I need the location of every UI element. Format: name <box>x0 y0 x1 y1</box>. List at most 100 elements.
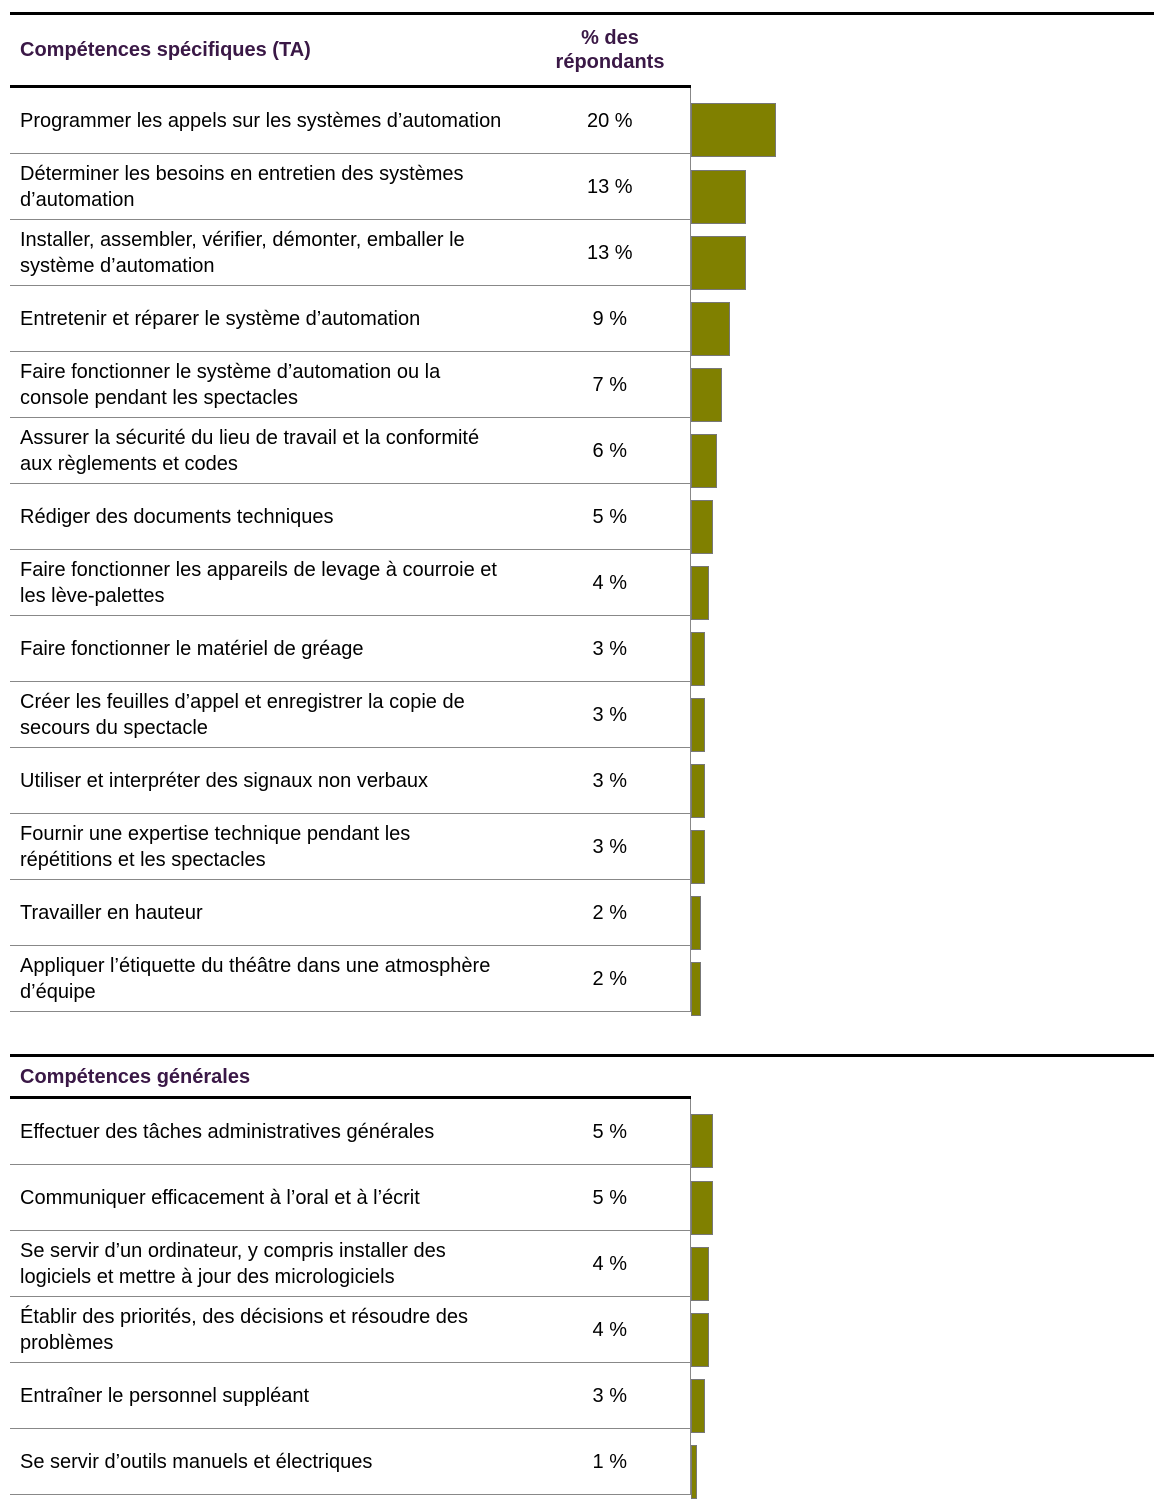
row-value: 4 % <box>530 1230 690 1297</box>
bar <box>690 301 730 356</box>
row-value: 3 % <box>530 747 690 814</box>
section-title: Compétences spécifiques (TA) <box>10 12 530 88</box>
row-label: Rédiger des documents techniques <box>10 483 530 550</box>
row-label: Créer les feuilles d’appel et enregistre… <box>10 681 530 748</box>
table-row: Faire fonctionner le système d’automatio… <box>10 351 1154 422</box>
bar-cell <box>689 549 1154 620</box>
table-row: Établir des priorités, des décisions et … <box>10 1296 1154 1367</box>
row-value: 3 % <box>530 681 690 748</box>
bar <box>690 433 718 488</box>
row-label: Établir des priorités, des décisions et … <box>10 1296 530 1363</box>
bar-cell <box>689 351 1154 422</box>
row-label: Déterminer les besoins en entretien des … <box>10 153 530 220</box>
bar <box>690 1113 714 1168</box>
bar <box>690 829 705 884</box>
table-row: Se servir d’outils manuels et électrique… <box>10 1428 1154 1499</box>
header-cell <box>690 12 1154 87</box>
table-row: Rédiger des documents techniques 5 % <box>10 483 1154 554</box>
table-row: Créer les feuilles d’appel et enregistre… <box>10 681 1154 752</box>
bar-cell <box>689 1362 1154 1433</box>
bar-cell <box>689 219 1154 290</box>
row-label: Entraîner le personnel suppléant <box>10 1362 530 1429</box>
bar-cell <box>689 1164 1154 1235</box>
row-value: 4 % <box>530 549 690 616</box>
table-row: Faire fonctionner le matériel de gréage 3… <box>10 615 1154 686</box>
bar-cell <box>689 681 1154 752</box>
row-label: Se servir d’un ordinateur, y compris ins… <box>10 1230 530 1297</box>
table-row: Travailler en hauteur 2 % <box>10 879 1154 950</box>
row-value: 1 % <box>530 1428 690 1495</box>
row-value: 5 % <box>530 483 690 550</box>
row-label: Fournir une expertise technique pendant … <box>10 813 530 880</box>
row-value: 9 % <box>530 285 690 352</box>
section-table: Compétences spécifiques (TA) % des répond… <box>10 12 1154 1016</box>
row-label: Programmer les appels sur les systèmes d… <box>10 86 530 154</box>
table-row: Entretenir et réparer le système d’autom… <box>10 285 1154 356</box>
bar <box>690 102 776 157</box>
table-row: Assurer la sécurité du lieu de travail e… <box>10 417 1154 488</box>
bar <box>690 1180 714 1235</box>
row-value: 7 % <box>530 351 690 418</box>
row-value: 2 % <box>530 879 690 946</box>
row-label: Effectuer des tâches administratives gén… <box>10 1097 530 1165</box>
row-value: 13 % <box>530 153 690 220</box>
table-row: Communiquer efficacement à l’oral et à l… <box>10 1164 1154 1235</box>
row-label: Se servir d’outils manuels et électrique… <box>10 1428 530 1495</box>
bar <box>690 1444 697 1499</box>
bar <box>690 565 710 620</box>
row-label: Faire fonctionner le matériel de gréage <box>10 615 530 682</box>
table-row: Effectuer des tâches administratives gén… <box>10 1097 1154 1168</box>
row-label: Faire fonctionner le système d’automatio… <box>10 351 530 418</box>
row-value: 2 % <box>530 945 690 1012</box>
row-label: Assurer la sécurité du lieu de travail e… <box>10 417 530 484</box>
bar <box>690 1312 710 1367</box>
bar-cell <box>689 86 1154 157</box>
header-cell <box>530 1054 690 1099</box>
row-value: 5 % <box>530 1164 690 1231</box>
bar <box>690 499 714 554</box>
row-value: 20 % <box>530 86 690 154</box>
header-row: Compétences générales <box>10 1054 1154 1099</box>
bar <box>690 895 701 950</box>
row-label: Installer, assembler, vérifier, démonter… <box>10 219 530 286</box>
table-row: Installer, assembler, vérifier, démonter… <box>10 219 1154 290</box>
row-label: Entretenir et réparer le système d’autom… <box>10 285 530 352</box>
row-value: 3 % <box>530 1362 690 1429</box>
bar <box>690 631 705 686</box>
bar <box>690 1246 710 1301</box>
row-value: 6 % <box>530 417 690 484</box>
row-label: Utiliser et interpréter des signaux non … <box>10 747 530 814</box>
bar <box>690 961 701 1016</box>
bar <box>690 367 722 422</box>
row-value: 13 % <box>530 219 690 286</box>
header-row: Compétences spécifiques (TA) % des répond… <box>10 12 1154 88</box>
bar-cell <box>689 615 1154 686</box>
bar-cell <box>689 1296 1154 1367</box>
table-row: Faire fonctionner les appareils de levag… <box>10 549 1154 620</box>
bar-cell <box>689 1230 1154 1301</box>
row-value: 5 % <box>530 1097 690 1165</box>
bar <box>690 169 747 224</box>
row-label: Communiquer efficacement à l’oral et à l… <box>10 1164 530 1231</box>
bar-cell <box>689 285 1154 356</box>
bar <box>690 1378 705 1433</box>
bar-cell <box>689 879 1154 950</box>
row-value: 3 % <box>530 813 690 880</box>
bar <box>690 235 747 290</box>
bar-cell <box>689 1428 1154 1499</box>
header-cell <box>690 1054 1154 1098</box>
bar <box>690 697 705 752</box>
bar-cell <box>689 153 1154 224</box>
bar-cell <box>689 747 1154 818</box>
row-value: 3 % <box>530 615 690 682</box>
value-header: % des répondants <box>555 27 665 73</box>
table-row: Programmer les appels sur les systèmes d… <box>10 86 1154 157</box>
bar-cell <box>689 483 1154 554</box>
table-row: Fournir une expertise technique pendant … <box>10 813 1154 884</box>
row-value: 4 % <box>530 1296 690 1363</box>
bar-cell <box>689 417 1154 488</box>
value-header-cell: % des répondants <box>530 12 690 88</box>
table-row: Se servir d’un ordinateur, y compris ins… <box>10 1230 1154 1301</box>
